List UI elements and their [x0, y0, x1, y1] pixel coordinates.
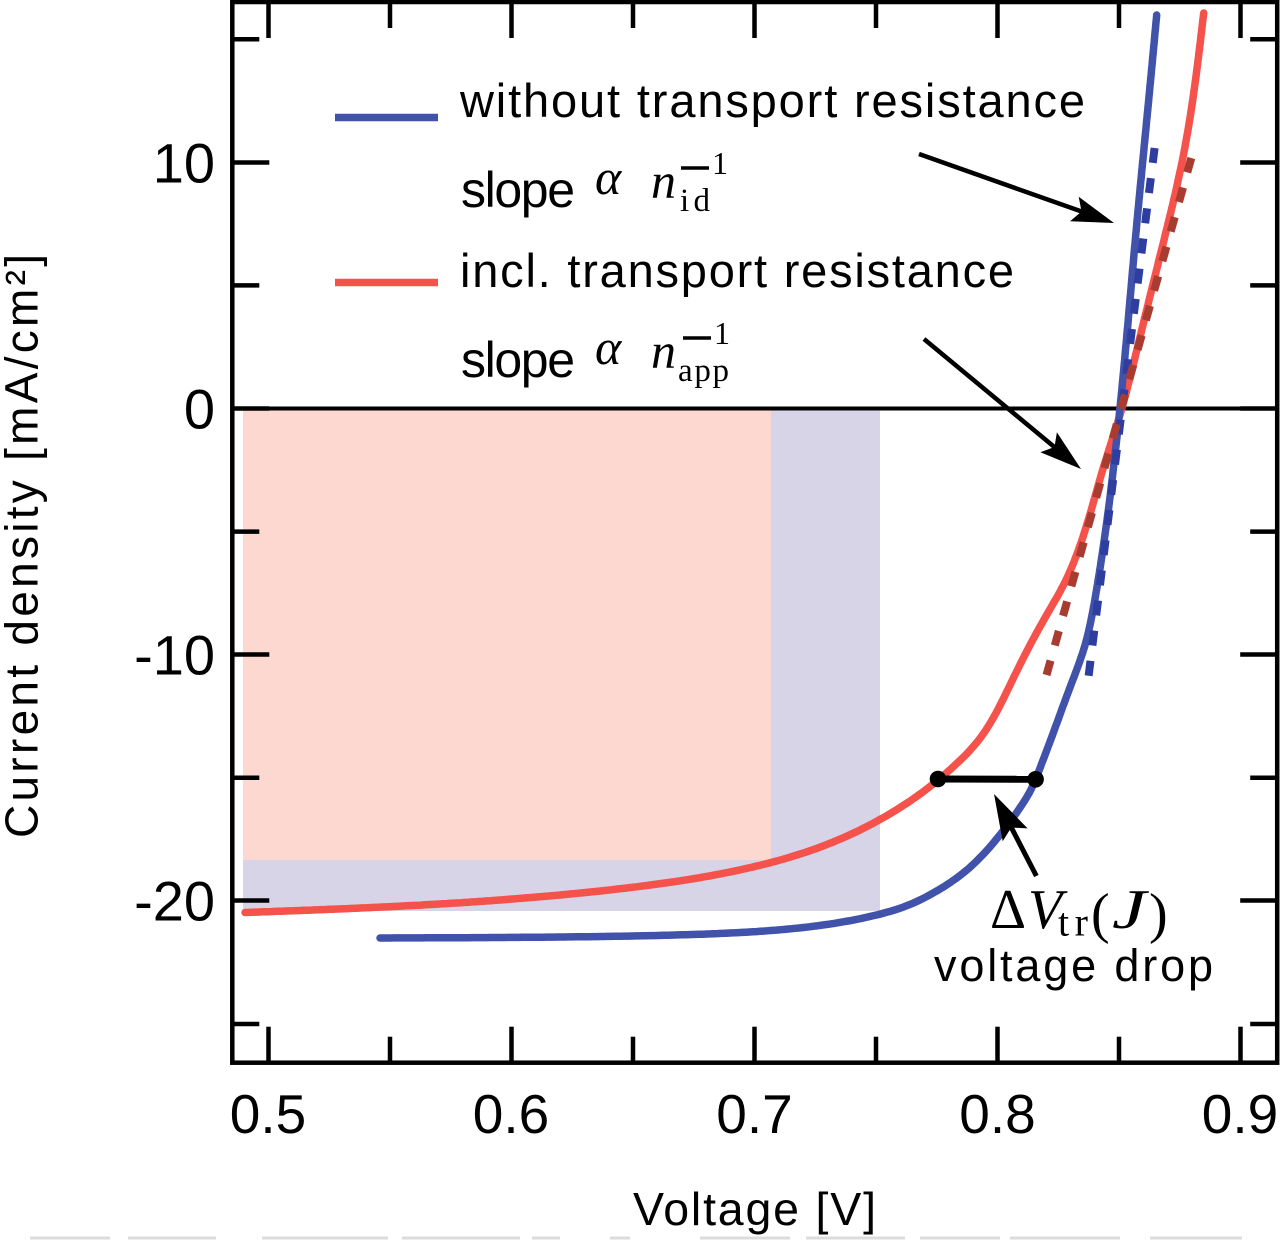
svg-text:slope: slope — [461, 332, 575, 388]
svg-text:10: 10 — [153, 132, 215, 195]
svg-text:app: app — [678, 353, 729, 389]
svg-text:Voltage [V]: Voltage [V] — [633, 1183, 876, 1235]
svg-text:α: α — [595, 319, 623, 375]
svg-text:1: 1 — [712, 145, 728, 181]
svg-text:0.7: 0.7 — [716, 1083, 792, 1145]
svg-text:voltage drop: voltage drop — [934, 940, 1213, 991]
svg-text:incl. transport resistance: incl. transport resistance — [460, 244, 1014, 297]
svg-text:V: V — [1028, 879, 1068, 941]
svg-text:-10: -10 — [134, 624, 215, 687]
svg-text:0.8: 0.8 — [959, 1083, 1035, 1145]
svg-text:0.9: 0.9 — [1202, 1083, 1278, 1145]
svg-text:α: α — [595, 149, 623, 205]
svg-text:1: 1 — [714, 315, 730, 351]
svg-text:Δ: Δ — [990, 879, 1026, 941]
svg-text:id: id — [680, 183, 711, 219]
svg-text:0.5: 0.5 — [230, 1083, 306, 1145]
svg-text:): ) — [1149, 883, 1168, 945]
svg-text:0: 0 — [184, 378, 215, 441]
svg-text:without transport resistance: without transport resistance — [459, 74, 1085, 127]
svg-text:n: n — [651, 153, 676, 209]
svg-text:J: J — [1112, 879, 1150, 941]
svg-text:-20: -20 — [134, 870, 215, 933]
svg-text:Current density [mA/cm²]: Current density [mA/cm²] — [0, 254, 48, 838]
svg-text:n: n — [651, 323, 676, 379]
svg-text:0.6: 0.6 — [473, 1083, 549, 1145]
svg-text:(: ( — [1091, 883, 1110, 945]
svg-text:slope: slope — [461, 162, 575, 218]
